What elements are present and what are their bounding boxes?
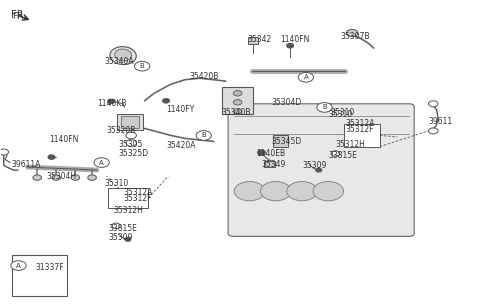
FancyBboxPatch shape: [228, 104, 414, 236]
Text: 1140KB: 1140KB: [97, 99, 126, 108]
Text: 39611: 39611: [429, 117, 453, 126]
Text: FR,: FR,: [12, 12, 26, 21]
Circle shape: [134, 61, 150, 71]
Text: 33815E: 33815E: [328, 150, 357, 160]
Circle shape: [48, 155, 55, 159]
Bar: [117, 114, 144, 130]
Text: 35320B: 35320B: [107, 126, 136, 135]
Text: 35309: 35309: [302, 161, 326, 170]
Bar: [12, 255, 67, 296]
Text: 35305: 35305: [118, 140, 143, 149]
Circle shape: [313, 181, 344, 201]
Text: 35312A: 35312A: [123, 188, 153, 197]
Text: 1140FN: 1140FN: [49, 136, 79, 144]
Text: 35349: 35349: [262, 160, 286, 168]
Text: 35325D: 35325D: [118, 149, 148, 158]
Text: 35310: 35310: [331, 108, 355, 117]
Circle shape: [429, 101, 438, 107]
Circle shape: [52, 175, 60, 180]
Text: 35340A: 35340A: [104, 57, 133, 66]
Bar: [121, 116, 139, 128]
Text: 35307B: 35307B: [340, 32, 370, 40]
Circle shape: [298, 72, 313, 82]
Circle shape: [71, 175, 80, 180]
Text: 35312F: 35312F: [123, 194, 152, 203]
Text: FR,: FR,: [11, 10, 26, 20]
Bar: [222, 87, 253, 114]
Text: 33815E: 33815E: [109, 224, 138, 233]
Circle shape: [234, 181, 265, 201]
Circle shape: [261, 181, 291, 201]
Text: 35309: 35309: [109, 233, 133, 242]
Circle shape: [163, 99, 169, 103]
Circle shape: [88, 175, 96, 180]
Circle shape: [355, 143, 360, 147]
Circle shape: [258, 150, 265, 155]
Text: B: B: [201, 133, 206, 138]
Circle shape: [317, 102, 332, 112]
Text: A: A: [16, 263, 21, 268]
Circle shape: [11, 261, 26, 270]
Circle shape: [125, 237, 131, 241]
Circle shape: [41, 285, 48, 290]
Circle shape: [196, 131, 211, 140]
Circle shape: [126, 140, 136, 146]
Bar: [264, 161, 275, 168]
Circle shape: [94, 158, 109, 168]
Circle shape: [287, 43, 293, 48]
Text: A: A: [303, 74, 308, 80]
Ellipse shape: [110, 47, 136, 64]
Text: 35312H: 35312H: [114, 206, 144, 215]
Bar: [248, 37, 258, 44]
Text: 35345D: 35345D: [271, 137, 301, 146]
Text: B: B: [322, 104, 327, 110]
Text: 35340B: 35340B: [221, 108, 251, 117]
Text: A: A: [99, 160, 104, 166]
Text: 35342: 35342: [247, 35, 271, 43]
Circle shape: [347, 29, 358, 36]
Text: 35420A: 35420A: [166, 141, 195, 150]
Bar: [344, 124, 380, 147]
Text: 35312H: 35312H: [336, 140, 365, 149]
Circle shape: [120, 205, 126, 209]
Text: 35304H: 35304H: [47, 171, 77, 181]
Circle shape: [233, 91, 242, 96]
Bar: [274, 135, 288, 147]
Circle shape: [0, 149, 9, 155]
Circle shape: [346, 133, 351, 136]
Circle shape: [126, 132, 136, 139]
Text: 1140EB: 1140EB: [257, 149, 286, 158]
Circle shape: [287, 181, 317, 201]
Circle shape: [108, 99, 115, 103]
Circle shape: [112, 223, 120, 229]
Text: 35310: 35310: [104, 179, 128, 188]
Text: 1140FY: 1140FY: [166, 105, 194, 114]
Text: 1140FN: 1140FN: [281, 35, 310, 43]
Circle shape: [112, 190, 118, 193]
Text: 35310: 35310: [328, 110, 352, 119]
Text: B: B: [140, 63, 144, 69]
Circle shape: [233, 109, 242, 114]
Text: 31337F: 31337F: [36, 264, 64, 272]
Text: 39611A: 39611A: [11, 160, 40, 168]
Circle shape: [316, 168, 322, 172]
Circle shape: [112, 195, 118, 199]
Circle shape: [429, 128, 438, 134]
Text: 35420B: 35420B: [190, 72, 219, 81]
Circle shape: [331, 151, 340, 156]
Ellipse shape: [115, 49, 132, 61]
Circle shape: [33, 175, 41, 180]
Bar: [108, 188, 148, 208]
Circle shape: [346, 128, 351, 132]
Circle shape: [233, 100, 242, 105]
Text: 35312F: 35312F: [345, 125, 373, 134]
Text: 35304D: 35304D: [271, 98, 301, 107]
Text: 35312A: 35312A: [345, 119, 374, 128]
